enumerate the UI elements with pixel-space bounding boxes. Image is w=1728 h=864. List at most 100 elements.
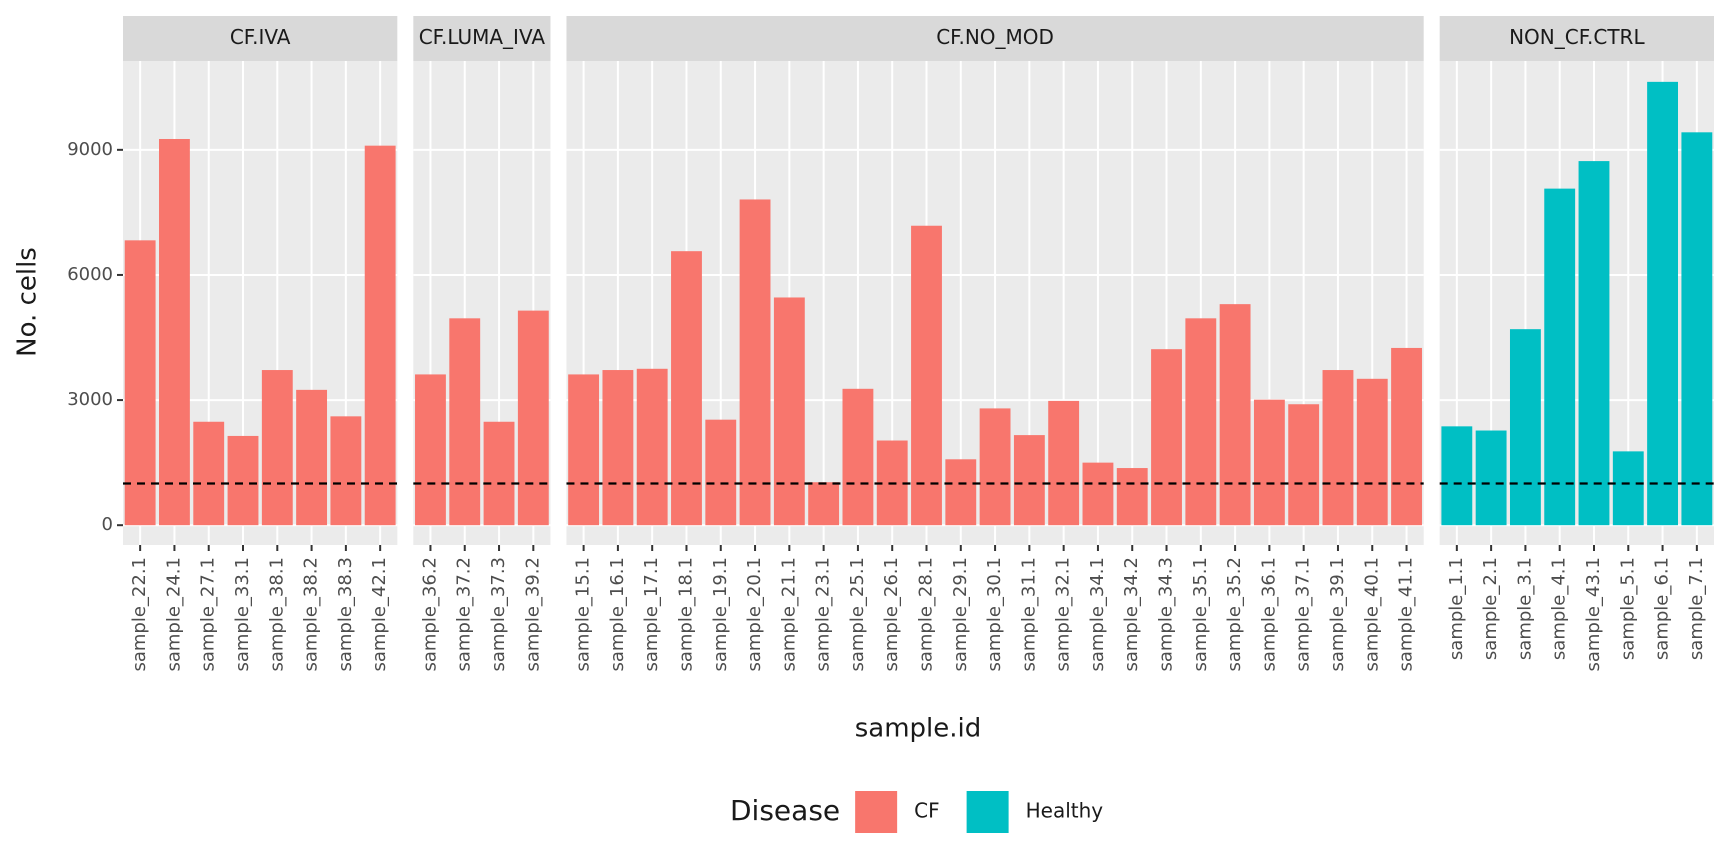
x-tick-label: sample_22.1 [129, 557, 150, 672]
bar [1116, 468, 1148, 526]
x-tick-label: sample_25.1 [847, 557, 868, 672]
x-tick-label: sample_2.1 [1480, 557, 1501, 660]
x-tick-label: sample_35.2 [1224, 557, 1245, 672]
x-tick-label: sample_40.1 [1361, 557, 1382, 672]
bar [330, 416, 362, 526]
x-tick-label: sample_37.1 [1293, 557, 1314, 672]
strip [123, 16, 398, 61]
x-tick-label: sample_35.1 [1190, 557, 1211, 672]
bar [568, 374, 600, 526]
bar [1219, 304, 1251, 526]
strip [413, 16, 551, 61]
x-tick-label: sample_18.1 [675, 557, 696, 672]
x-tick-label: sample_38.2 [301, 557, 322, 672]
bar [1647, 81, 1678, 526]
x-tick-label: sample_1.1 [1446, 557, 1467, 660]
bar [1253, 399, 1285, 526]
bar [1509, 329, 1541, 526]
x-tick-label: sample_39.2 [522, 557, 543, 672]
bar [1322, 370, 1354, 526]
bar [1391, 347, 1422, 526]
bar [705, 419, 737, 526]
x-tick-label: sample_3.1 [1514, 557, 1535, 660]
bar [1681, 132, 1713, 526]
x-tick-label: sample_31.1 [1018, 557, 1039, 672]
bar [739, 199, 771, 526]
strip [566, 16, 1424, 61]
bar [483, 421, 515, 526]
x-tick-label: sample_29.1 [950, 557, 971, 672]
x-tick-label: sample_37.2 [454, 557, 475, 672]
bar [808, 482, 840, 526]
bar [449, 318, 481, 526]
bar [227, 435, 259, 526]
legend-label: CF [914, 799, 939, 823]
x-tick-label: sample_17.1 [641, 557, 662, 672]
x-tick-label: sample_34.2 [1121, 557, 1142, 672]
bar [1082, 462, 1114, 526]
strip-label: NON_CF.CTRL [1509, 25, 1645, 49]
bar [911, 225, 942, 526]
y-tick-label: 6000 [67, 264, 113, 285]
bar [1612, 451, 1644, 526]
legend-label: Healthy [1026, 799, 1104, 823]
x-tick-label: sample_43.1 [1583, 557, 1604, 672]
x-tick-label: sample_16.1 [607, 557, 628, 672]
x-tick-label: sample_39.1 [1327, 557, 1348, 672]
y-tick-label: 3000 [67, 389, 113, 410]
x-tick-label: sample_27.1 [198, 557, 219, 672]
bar [364, 145, 396, 526]
bar [1441, 426, 1473, 526]
bar [1475, 430, 1507, 526]
x-tick-label: sample_36.1 [1258, 557, 1279, 672]
x-tick-label: sample_34.3 [1156, 557, 1177, 672]
x-tick-label: sample_15.1 [573, 557, 594, 672]
x-tick-label: sample_4.1 [1549, 557, 1570, 660]
bar [945, 459, 977, 526]
bar [1185, 318, 1217, 526]
x-tick-label: sample_24.1 [163, 557, 184, 672]
bar [1544, 188, 1576, 526]
bar [671, 251, 702, 526]
x-tick-label: sample_34.1 [1087, 557, 1108, 672]
strip-label: CF.LUMA_IVA [419, 25, 546, 49]
x-tick-label: sample_20.1 [744, 557, 765, 672]
bar [1013, 435, 1045, 526]
x-tick-label: sample_7.1 [1686, 557, 1707, 660]
bar [124, 240, 156, 526]
bar [1288, 404, 1320, 526]
bar [261, 370, 293, 526]
bar [979, 408, 1011, 526]
x-tick-label: sample_41.1 [1396, 557, 1417, 672]
strip [1439, 16, 1714, 61]
x-axis-title: sample.id [855, 714, 982, 744]
bar [1578, 161, 1610, 526]
bar [842, 388, 874, 526]
x-tick-label: sample_37.3 [488, 557, 509, 672]
y-tick-label: 9000 [67, 139, 113, 160]
bar [415, 374, 446, 526]
bar [517, 310, 549, 526]
bar [1048, 400, 1080, 526]
strip-label: CF.IVA [230, 25, 291, 49]
bar [1151, 349, 1182, 526]
x-tick-label: sample_6.1 [1652, 557, 1673, 660]
legend-key [964, 789, 1011, 835]
strip-label: CF.NO_MOD [936, 25, 1054, 49]
legend-title: Disease [730, 794, 840, 827]
x-tick-label: sample_33.1 [232, 557, 253, 672]
bar [773, 297, 805, 526]
x-tick-label: sample_19.1 [710, 557, 731, 672]
y-axis-title: No. cells [13, 247, 43, 357]
x-tick-label: sample_42.1 [369, 557, 390, 672]
bar [296, 389, 328, 526]
bar [1356, 378, 1388, 526]
bar [636, 368, 668, 526]
x-tick-label: sample_30.1 [984, 557, 1005, 672]
x-tick-label: sample_38.3 [335, 557, 356, 672]
bar [193, 421, 225, 526]
legend-key [853, 789, 900, 835]
x-tick-label: sample_5.1 [1617, 557, 1638, 660]
x-tick-label: sample_21.1 [778, 557, 799, 672]
